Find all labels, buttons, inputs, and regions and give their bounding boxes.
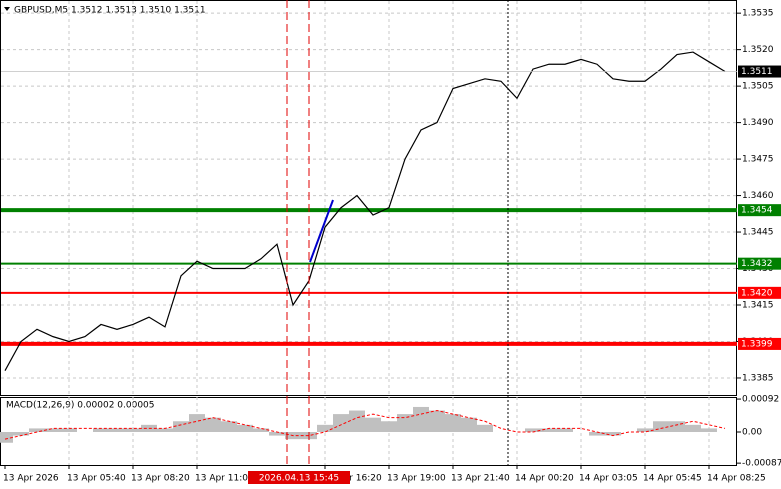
title-arrow	[4, 7, 10, 11]
macd-bar	[237, 424, 253, 432]
x-tick-label: 13 Apr 2026	[3, 474, 59, 484]
level-label: 1.3454	[741, 206, 773, 216]
macd-bar	[525, 428, 541, 432]
macd-bar	[221, 421, 237, 432]
macd-bar	[45, 428, 61, 432]
x-tick-label: 13 Apr 11:00	[195, 474, 254, 484]
level-label-bg	[738, 286, 781, 299]
main-frame	[0, 0, 737, 396]
macd-bar	[173, 421, 189, 432]
macd-bar	[109, 428, 125, 432]
macd-bar	[125, 428, 141, 432]
macd-bar	[477, 424, 493, 432]
macd-bar	[589, 432, 605, 436]
macd-bar	[0, 432, 13, 443]
signal-line	[4, 410, 726, 440]
macd-bar	[333, 414, 349, 432]
macd-bar	[93, 428, 109, 432]
macd-bar	[397, 414, 413, 432]
cursor-label-bg	[248, 471, 350, 484]
x-tick-label: 14 Apr 08:25	[707, 474, 766, 484]
level-label-bg	[738, 204, 781, 217]
macd-bar	[685, 424, 701, 432]
last-price-label: 1.3511	[741, 67, 773, 77]
macd-bar	[189, 414, 205, 432]
macd-bar	[29, 428, 45, 432]
y-tick-label: -0.00087	[742, 459, 781, 469]
level-label-bg	[738, 337, 781, 350]
macd-bar	[13, 432, 29, 436]
macd-bar	[365, 417, 381, 432]
macd-bar	[381, 421, 397, 432]
macd-bar	[429, 410, 445, 432]
macd-bar	[605, 432, 621, 436]
macd-bar	[653, 421, 669, 432]
macd-title: MACD(12,26,9) 0.00002 0.00005	[6, 401, 155, 411]
macd-bar	[445, 414, 461, 432]
level-label: 1.3399	[741, 339, 773, 349]
chart-title: GBPUSD,M5 1.3512 1.3513 1.3510 1.3511	[14, 6, 206, 16]
y-tick-label: 1.3505	[742, 82, 774, 92]
macd-bar	[461, 417, 477, 432]
macd-bar	[317, 424, 333, 432]
level-label: 1.3420	[741, 288, 773, 298]
last-price-bg	[738, 65, 781, 78]
x-tick-label: 13 Apr 08:20	[131, 474, 190, 484]
cursor-label: 2026.04.13 15:45	[259, 474, 339, 484]
level-label: 1.3432	[741, 259, 773, 269]
y-tick-label: 0.00092	[742, 395, 779, 405]
level-label-bg	[738, 257, 781, 270]
x-tick-label: 13 Apr 21:40	[451, 474, 510, 484]
y-tick-label: 1.3385	[742, 373, 774, 383]
x-tick-label: 14 Apr 00:20	[515, 474, 574, 484]
macd-bar	[349, 410, 365, 432]
macd-bar	[253, 428, 269, 432]
macd-bar	[541, 428, 557, 432]
x-tick-label: 14 Apr 03:05	[579, 474, 638, 484]
macd-bar	[205, 417, 221, 432]
macd-bar	[413, 406, 429, 432]
y-tick-label: 1.3535	[742, 9, 774, 19]
x-tick-label: 13 Apr 16:20	[323, 474, 382, 484]
macd-bar	[669, 421, 685, 432]
macd-frame	[0, 397, 737, 466]
y-tick-label: 0.00	[742, 428, 762, 438]
y-tick-label: 1.3490	[742, 118, 774, 128]
macd-bar	[61, 428, 77, 432]
x-tick-label: 13 Apr 19:00	[387, 474, 446, 484]
x-tick-label: 13 Apr 05:40	[67, 474, 126, 484]
y-tick-label: 1.3445	[742, 228, 774, 238]
x-tick-label: 14 Apr 05:45	[643, 474, 702, 484]
macd-bar	[701, 428, 717, 432]
trend-arrow	[309, 199, 334, 263]
y-tick-label: 1.3460	[742, 191, 774, 201]
y-tick-label: 1.3415	[742, 301, 774, 311]
macd-bar	[637, 428, 653, 432]
macd-bar	[157, 428, 173, 432]
macd-bar	[269, 432, 285, 436]
y-tick-label: 1.3520	[742, 45, 774, 55]
macd-bar	[557, 428, 573, 432]
y-tick-label: 1.3475	[742, 155, 774, 165]
